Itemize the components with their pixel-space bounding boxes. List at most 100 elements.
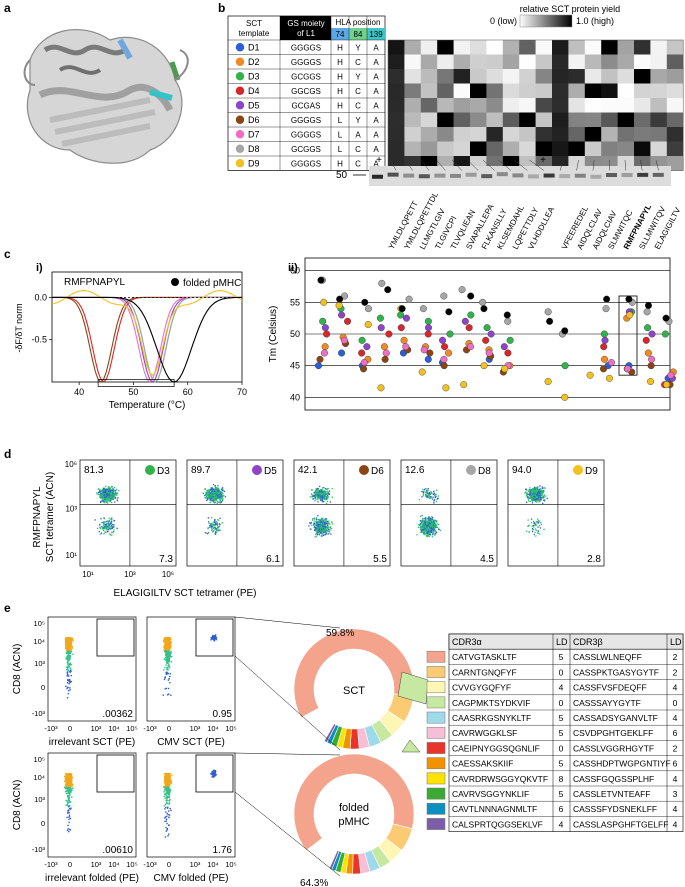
flow-event [216, 489, 218, 491]
flow-event [319, 533, 321, 535]
melt-peptide-title: RMFPNAPYL [64, 277, 126, 288]
panel-label-c: c [4, 247, 11, 261]
flow-event [321, 529, 323, 532]
flow-event [108, 494, 110, 496]
flow-event [321, 525, 323, 527]
flow-event [102, 522, 104, 524]
cd8-xtick: 10³ [91, 724, 102, 733]
template-label: D9 [585, 466, 598, 477]
flow-event [107, 498, 109, 500]
flow-event [314, 527, 316, 529]
flow-event [320, 525, 322, 527]
flow-event [217, 528, 220, 530]
flow-event [433, 530, 435, 532]
flow-event [429, 530, 431, 532]
flow-event [329, 527, 331, 529]
flow-event [546, 497, 548, 500]
cd8-event [66, 675, 68, 677]
flow-event [326, 490, 328, 492]
flow-event [102, 527, 104, 529]
flow-event [323, 491, 325, 493]
gel-band [496, 172, 508, 177]
gel-band [512, 173, 524, 178]
flow-event [314, 496, 316, 498]
heatmap-cell [388, 54, 405, 70]
flow-event [433, 522, 435, 524]
flow-event [524, 492, 526, 494]
flow-event [528, 525, 530, 527]
cd8-event [213, 639, 215, 642]
heatmap-cell [470, 98, 487, 113]
cd8-event [71, 637, 73, 639]
cd8-event [169, 656, 171, 658]
flow-event [327, 492, 329, 494]
melt-ytick-label: 0.0 [34, 292, 47, 302]
cd8-event [165, 652, 167, 654]
cd8-event [68, 671, 71, 673]
flow-event [316, 530, 318, 532]
cd8-event [164, 659, 167, 661]
cd8-event [69, 805, 71, 807]
flow-event [210, 495, 212, 498]
flow-event [313, 495, 315, 497]
flow-event [103, 520, 105, 523]
flow-event [214, 523, 216, 525]
flow-event [110, 490, 113, 492]
cd8-event [167, 637, 169, 639]
cd8-event [67, 792, 69, 795]
flow-event [538, 521, 540, 523]
flow-event [419, 531, 422, 533]
template-gs: GGCGS [291, 87, 321, 96]
tm-point-D5 [601, 336, 609, 344]
flow-event [324, 522, 326, 524]
tm-point-folded-pMHC [480, 305, 488, 313]
flow-event [108, 486, 110, 489]
heatmap-cell [388, 69, 405, 84]
heatmap-cell [388, 98, 405, 113]
d-ytick-label: 10³ [65, 505, 77, 514]
heatmap-cell [420, 141, 438, 157]
heatmap-cell [453, 98, 471, 113]
heatmap-cell [437, 112, 454, 128]
cd8-event [65, 685, 67, 687]
flow-event [319, 495, 321, 497]
gel-band [528, 174, 539, 179]
flow-event [425, 488, 427, 490]
cd8-event [167, 662, 169, 665]
flow-event [317, 494, 319, 496]
flow-event [316, 526, 318, 528]
template-residue: H [337, 102, 343, 111]
flow-event [533, 495, 535, 497]
cd8-event [167, 640, 169, 642]
flow-event [531, 489, 533, 491]
flow-event [427, 488, 429, 490]
flow-event [323, 528, 325, 530]
scale-high-label: 1.0 (high) [576, 16, 614, 26]
panel-label-a: a [4, 1, 11, 15]
flow-event [425, 526, 427, 529]
flow-event [214, 529, 216, 531]
flow-event [209, 498, 211, 500]
flow-event [423, 532, 425, 535]
cd8-event [64, 773, 67, 775]
flow-event [436, 489, 438, 491]
tm-point-D5 [377, 324, 385, 332]
flow-event [328, 492, 330, 495]
flow-event [435, 500, 437, 503]
flow-event [106, 495, 109, 497]
cd8-event [66, 656, 69, 659]
flow-event [541, 491, 543, 493]
flow-event [532, 529, 534, 531]
flow-event [525, 491, 527, 493]
template-residue: H [337, 73, 343, 82]
heatmap-cell [650, 141, 668, 157]
cd8-event [66, 697, 69, 699]
template-residue: C [355, 102, 361, 111]
lower-right-percent: 2.8 [587, 554, 601, 565]
heatmap-cell [502, 40, 520, 55]
flow-event [100, 518, 102, 520]
cd8-event [166, 657, 168, 660]
heatmap-cell [453, 54, 471, 70]
flow-event [212, 530, 214, 532]
flow-event [106, 492, 108, 495]
